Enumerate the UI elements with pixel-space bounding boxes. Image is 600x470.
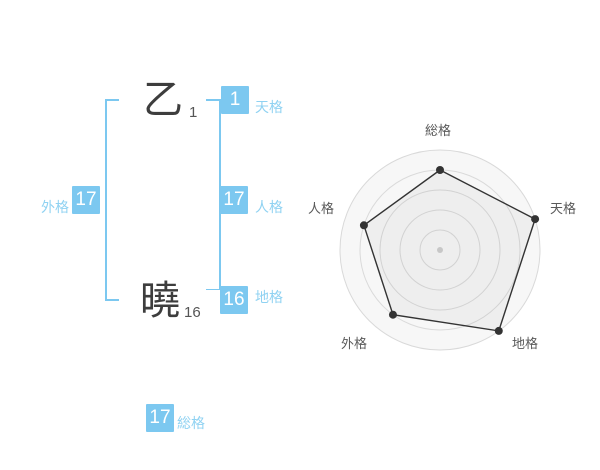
svg-text:天格: 天格 [550, 201, 576, 216]
svg-text:地格: 地格 [512, 336, 538, 351]
svg-text:人格: 人格 [308, 201, 334, 216]
svg-text:外格: 外格 [341, 336, 367, 351]
svg-text:総格: 総格 [425, 123, 451, 138]
